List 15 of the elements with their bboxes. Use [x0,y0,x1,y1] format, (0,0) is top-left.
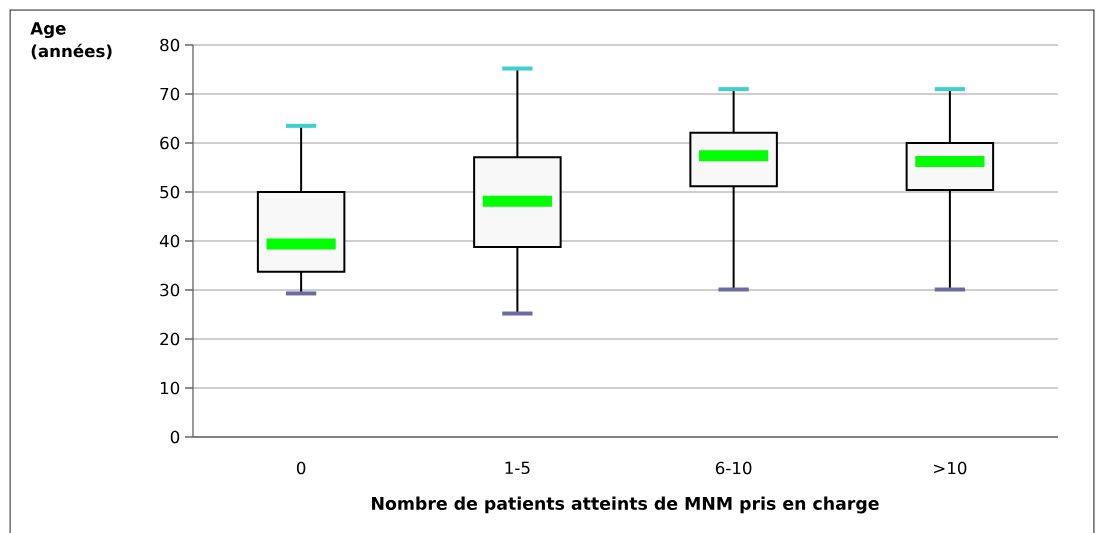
y-tick-label: 0 [170,430,180,444]
y-axis-title: Age (années) [30,22,112,60]
y-tick-label: 10 [160,381,180,395]
y-tick-label: 30 [160,283,180,297]
y-tick-label: 20 [160,332,180,346]
y-tick-label: 50 [160,185,180,199]
x-tick-label: 1-5 [505,461,530,475]
y-tick-label: 40 [159,234,180,248]
x-tick-label: 0 [296,461,306,475]
x-tick-label: 6-10 [715,461,752,475]
y-tick-label: 70 [160,87,180,101]
y-tick-label: 80 [160,38,180,52]
x-axis-title: Nombre de patients atteints de MNM pris en charge [372,496,879,514]
x-tick-label: >10 [934,461,967,475]
y-tick-label: 60 [160,136,180,150]
